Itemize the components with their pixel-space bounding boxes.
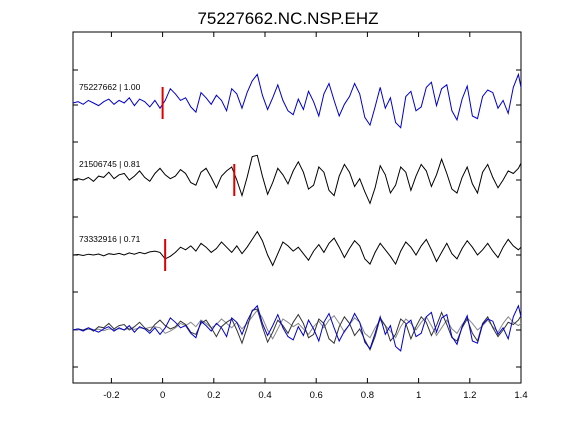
- chart-title: 75227662.NC.NSP.EHZ: [197, 9, 378, 28]
- x-tick-label: 1.4: [514, 390, 527, 401]
- overlay-line-2: [72, 308, 522, 352]
- x-tick-label: 0.6: [310, 390, 323, 401]
- overlay-line-3: [72, 309, 522, 340]
- trace-label-1: 75227662 | 1.00: [79, 82, 141, 92]
- x-tick-label: 0: [160, 390, 165, 401]
- x-tick-label: 0.2: [207, 390, 220, 401]
- x-tick-label: 1.2: [463, 390, 476, 401]
- trace-label-3: 73332916 | 0.71: [79, 234, 141, 244]
- plot-area: -0.2 0 0.2 0.4 0.6 0.8 1 1.2 1.4 75227662 | 1.00 2…: [72, 31, 528, 401]
- trace-label-2: 21506745 | 0.81: [79, 159, 141, 169]
- trace-line-2: [72, 154, 522, 205]
- trace-line-1: [72, 72, 522, 129]
- overlay-line-1: [72, 304, 522, 352]
- x-tick-label: 0.4: [258, 390, 271, 401]
- plot-frame: [72, 31, 522, 384]
- x-tick-label: -0.2: [103, 390, 119, 401]
- x-tick-label: 1: [416, 390, 421, 401]
- x-tick-label: 0.8: [361, 390, 374, 401]
- trace-line-3: [72, 230, 522, 267]
